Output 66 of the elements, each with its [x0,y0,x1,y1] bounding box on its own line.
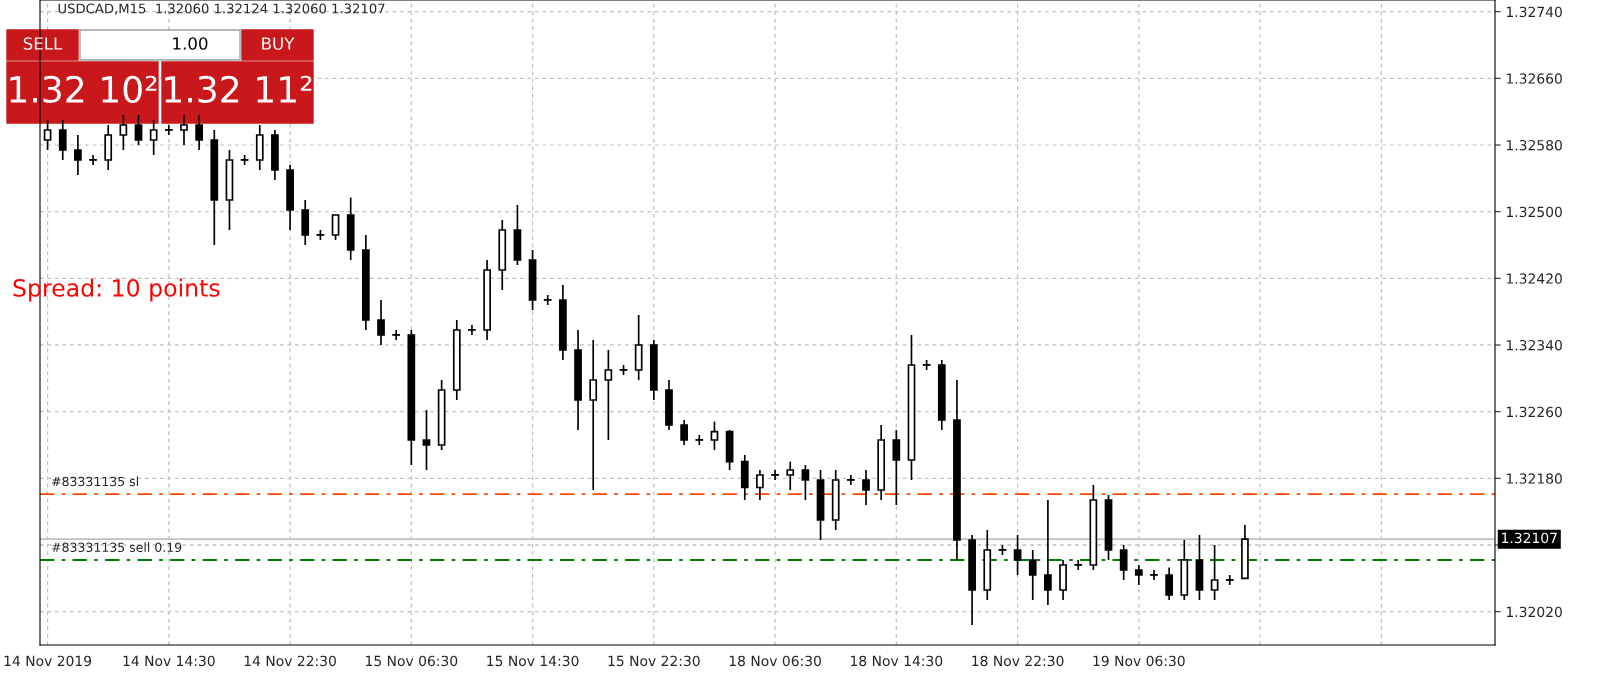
x-tick-label: 14 Nov 14:30 [123,655,215,667]
candlestick [468,324,476,336]
candlestick [119,114,128,151]
candlestick [43,119,52,151]
candlestick [195,114,204,151]
annotation: 1.32 10² [10,75,157,103]
y-tick-label: 1.32580 [1506,139,1562,151]
candlestick [892,429,901,506]
candlestick [756,469,764,501]
x-tick-label: 18 Nov 22:30 [972,655,1064,667]
candlestick [1150,569,1158,581]
candlestick [543,294,552,306]
ref-line-label: #83331135 sl [52,476,138,487]
x-tick-label: 15 Nov 06:30 [366,655,458,667]
x-tick-label: 19 Nov 06:30 [1093,655,1185,667]
x-tick-label: 15 Nov 14:30 [487,655,579,667]
annotation: 1.00 [173,37,208,50]
candlestick [1013,534,1022,576]
y-tick-label: 1.32740 [1506,6,1562,18]
y-tick-label: 1.32260 [1506,406,1562,418]
candlestick [846,474,855,486]
x-tick-label: 14 Nov 2019 [4,655,92,667]
ref-line-label: #83331135 sell 0.19 [52,542,182,553]
candlestick [89,154,97,166]
annotation: 1.32 11² [165,75,312,103]
candlestick [377,299,385,346]
candlestick [801,464,810,501]
candlestick [1210,544,1219,601]
candlestick [58,119,67,161]
candlestick [786,460,795,491]
x-tick-label: 15 Nov 22:30 [608,655,700,667]
y-tick-label: 1.32020 [1506,606,1562,618]
candlestick [680,419,689,446]
annotation: SELL [23,37,63,50]
candlestick [710,420,719,451]
y-tick-label: 1.32340 [1506,339,1562,351]
candlestick [862,469,870,506]
annotation: BUY [262,37,295,50]
y-tick-label: 1.32180 [1506,473,1562,484]
candlestick [1119,544,1128,581]
ref-line-label: 1.32107 [1502,532,1557,544]
candlestick [331,214,340,241]
candlestick [134,114,143,146]
candlestick [1134,564,1143,586]
x-tick-label: 18 Nov 06:30 [729,655,821,667]
candlestick [1028,549,1037,601]
y-tick-label: 1.32660 [1506,73,1562,84]
candlestick [589,339,598,491]
candlestick [149,119,158,156]
x-tick-label: 18 Nov 14:30 [851,655,943,667]
candlestick [771,469,779,481]
candlestick [695,434,704,446]
y-tick-label: 1.32500 [1506,206,1562,218]
candlestick [1074,559,1083,571]
candlestick [164,124,173,136]
candlestick [604,349,613,441]
candlestick [1225,574,1234,586]
chart-title: USDCAD,M15 1.32060 1.32124 1.32060 1.32107 [58,3,385,15]
y-tick-label: 1.32420 [1506,273,1562,284]
candlestick [1165,566,1174,601]
candlestick [180,114,188,146]
candlestick [74,134,82,176]
candlestick [392,329,401,341]
x-tick-label: 14 Nov 22:30 [244,655,336,667]
candlestick [1044,499,1052,606]
candlestick [422,409,431,471]
